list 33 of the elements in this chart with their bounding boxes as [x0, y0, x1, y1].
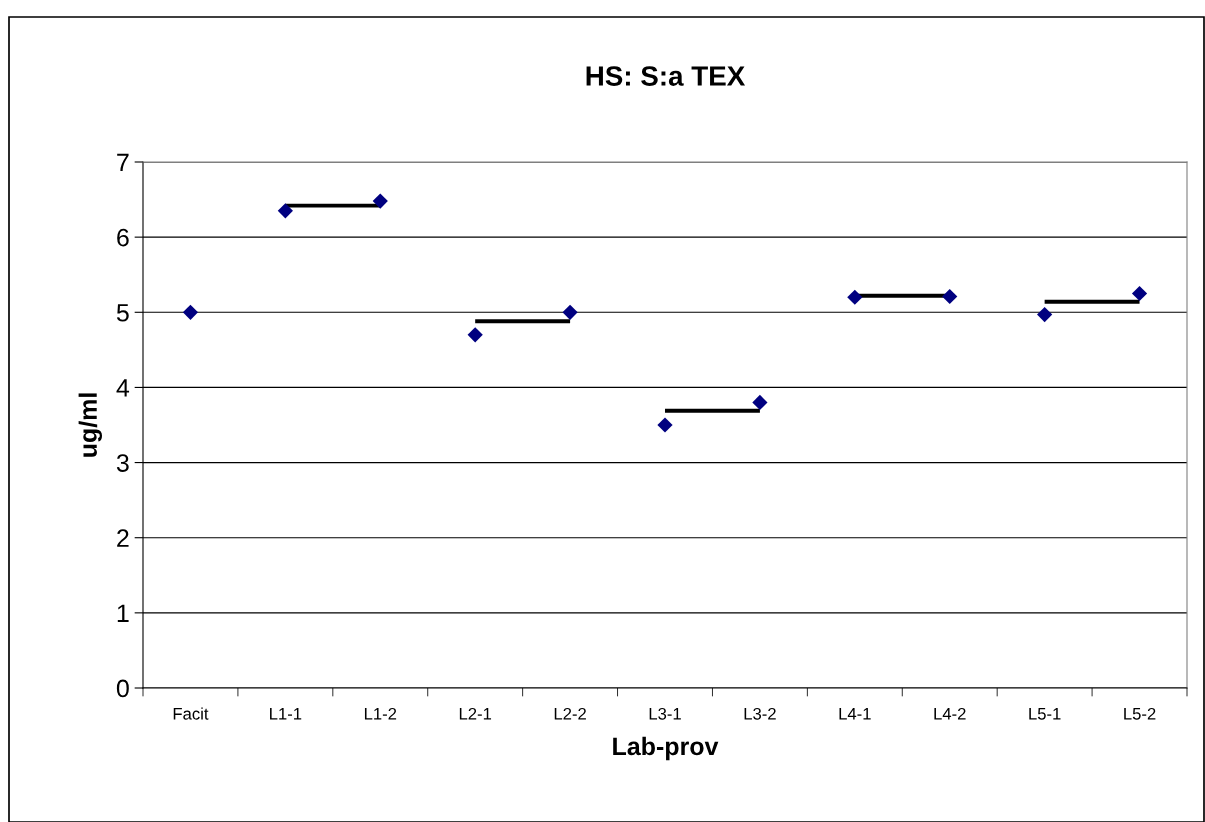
- x-tick-label: L3-2: [744, 707, 776, 720]
- point: [657, 417, 673, 433]
- point: [182, 304, 199, 320]
- x-tick-label: L4-2: [934, 707, 966, 720]
- y-tick-label: 1: [117, 604, 129, 622]
- x-axis-title: Lab-prov: [613, 736, 719, 761]
- point: [372, 193, 388, 209]
- y-tick-label: 2: [117, 529, 129, 547]
- point: [1037, 306, 1053, 323]
- y-axis-title: ug/ml: [78, 393, 103, 457]
- y-tick-label: 5: [116, 304, 129, 322]
- x-tick-label: L3-1: [649, 707, 681, 720]
- y-tick-label: 7: [117, 153, 129, 172]
- y-tick-label: 3: [116, 454, 129, 472]
- y-tick-label: 4: [116, 379, 130, 397]
- x-tick-label: Facit: [173, 707, 209, 720]
- point: [942, 288, 958, 305]
- point: [847, 289, 863, 305]
- x-tick-label: L1-2: [364, 707, 397, 720]
- point: [1131, 285, 1148, 302]
- chart-title: HS: S:a TEX: [586, 66, 746, 86]
- x-tick-label: L5-1: [1029, 708, 1061, 720]
- point: [752, 394, 768, 411]
- x-tick-label: L5-2: [1124, 707, 1156, 720]
- point: [562, 304, 578, 320]
- point: [467, 327, 483, 343]
- y-tick-label: 6: [117, 228, 129, 247]
- x-tick-label: L1-1: [270, 708, 302, 720]
- x-tick-label: L4-1: [839, 708, 871, 720]
- point: [277, 203, 293, 219]
- x-tick-label: L2-1: [459, 707, 492, 720]
- y-tick-label: 0: [116, 679, 129, 698]
- x-tick-label: L2-2: [554, 707, 586, 720]
